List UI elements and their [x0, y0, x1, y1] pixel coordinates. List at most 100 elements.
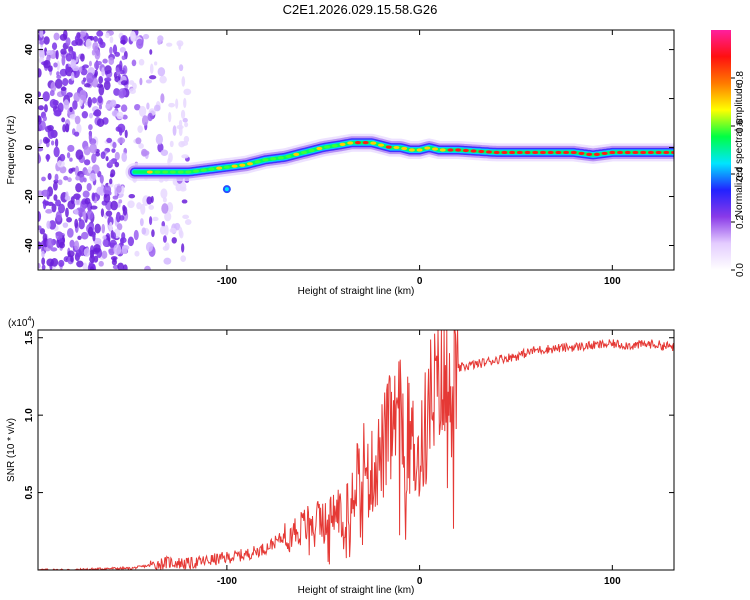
- noise-blob: [68, 168, 74, 174]
- noise-blob: [110, 200, 118, 211]
- noise-blob: [118, 199, 123, 204]
- noise-blob: [65, 53, 73, 62]
- noise-blob: [78, 217, 82, 222]
- noise-blob: [55, 231, 63, 241]
- noise-blob: [67, 200, 76, 210]
- noise-blob: [149, 63, 154, 75]
- noise-blob: [119, 69, 125, 75]
- snr-series-line: [38, 330, 674, 570]
- noise-blob: [85, 38, 92, 49]
- ridge-peak: [624, 150, 631, 155]
- noise-blob: [78, 66, 83, 73]
- noise-blob: [74, 218, 79, 229]
- noise-blob: [94, 223, 101, 234]
- noise-blob: [38, 225, 42, 231]
- noise-blob: [145, 79, 153, 84]
- ridge-peak: [300, 150, 307, 155]
- noise-blob: [91, 97, 98, 104]
- ridge-peak: [478, 149, 485, 154]
- noise-blob: [86, 72, 94, 84]
- noise-blob: [120, 80, 129, 86]
- noise-blob: [183, 97, 187, 109]
- ridge-peak: [493, 150, 500, 155]
- noise-blob: [41, 250, 45, 258]
- noise-blob: [80, 53, 85, 62]
- ridge-peak: [324, 145, 331, 149]
- ridge-peak: [663, 150, 670, 155]
- noise-blob: [178, 42, 182, 50]
- noise-blob: [38, 211, 42, 222]
- ridge-peak: [547, 150, 554, 155]
- noise-blob: [138, 58, 145, 66]
- ridge-peak: [586, 152, 593, 157]
- noise-blob: [68, 46, 74, 54]
- noise-blob: [38, 154, 42, 164]
- snr-axes: -100 0 100 0.5 1.0 1.5: [24, 330, 674, 587]
- noise-blob: [124, 84, 129, 90]
- noise-blob: [127, 200, 135, 209]
- snr-exponent-sup: 4: [27, 316, 31, 323]
- noise-blob: [160, 149, 169, 156]
- noise-blob: [99, 174, 104, 184]
- noise-blob: [62, 78, 69, 86]
- noise-blob: [57, 203, 66, 214]
- noise-blob: [96, 30, 104, 37]
- noise-blob: [166, 202, 174, 213]
- noise-blob: [101, 250, 108, 259]
- noise-blob: [121, 55, 126, 61]
- noise-blob: [53, 110, 62, 117]
- noise-blob: [146, 102, 150, 110]
- noise-blob: [54, 173, 59, 182]
- ridge-peak: [524, 150, 531, 155]
- noise-blob: [104, 65, 112, 75]
- noise-blob: [39, 139, 43, 145]
- noise-blob: [117, 262, 125, 270]
- noise-blob: [76, 123, 82, 134]
- noise-blob: [133, 229, 139, 241]
- ridge-peak: [347, 141, 354, 145]
- noise-blob: [72, 100, 78, 110]
- ridge-peak: [270, 157, 277, 161]
- ridge-peak: [539, 150, 546, 155]
- ridge-peak: [609, 150, 616, 155]
- spectrogram-frame: [37, 29, 675, 271]
- noise-blob: [59, 241, 65, 249]
- noise-blob: [175, 98, 179, 109]
- ridge-peak: [601, 151, 608, 156]
- noise-blob: [112, 44, 118, 55]
- ridge-peak: [277, 156, 284, 160]
- noise-blob: [66, 92, 73, 98]
- noise-blob: [39, 228, 46, 235]
- noise-blob: [140, 203, 146, 215]
- noise-blob: [75, 182, 83, 193]
- noise-blob: [54, 138, 59, 148]
- noise-blob: [93, 244, 101, 253]
- noise-blob: [70, 71, 75, 81]
- noise-blob: [69, 106, 73, 113]
- noise-blob: [43, 36, 50, 45]
- noise-blob: [130, 30, 136, 42]
- ridge-peak: [193, 169, 200, 173]
- noise-blob: [78, 219, 85, 230]
- noise-blob: [79, 173, 85, 183]
- snr-xtick-label: 0: [417, 576, 423, 587]
- noise-blob: [148, 75, 157, 80]
- noise-blob: [103, 185, 112, 195]
- noise-blob: [121, 244, 128, 255]
- noise-blob: [122, 114, 128, 120]
- snr-xlabel: Height of straight line (km): [298, 585, 415, 596]
- noise-blob: [112, 257, 117, 263]
- noise-blob: [121, 232, 126, 240]
- ridge-peak: [370, 141, 377, 145]
- noise-blob: [115, 69, 121, 76]
- snr-xtick-label: 100: [604, 576, 621, 587]
- ridge-peak: [393, 145, 400, 150]
- noise-blob: [44, 47, 48, 56]
- noise-blob: [146, 196, 153, 205]
- noise-blob: [169, 227, 177, 234]
- noise-blob: [105, 32, 110, 39]
- noise-blob: [183, 88, 192, 96]
- noise-blob: [71, 50, 75, 61]
- noise-blob: [57, 179, 63, 186]
- spectrogram-xlabel: Height of straight line (km): [298, 286, 415, 297]
